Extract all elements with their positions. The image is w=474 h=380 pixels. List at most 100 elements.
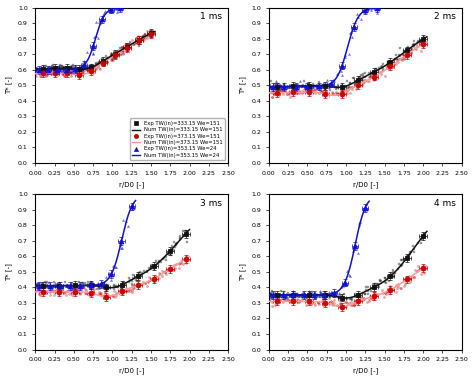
Point: [160, 255, 167, 261]
Point: [416, 40, 423, 46]
Point: [420, 263, 428, 269]
Point: [92, 60, 100, 66]
Point: [311, 90, 319, 97]
Point: [299, 89, 307, 95]
Point: [123, 44, 131, 50]
Point: [118, 280, 126, 287]
Point: [370, 69, 377, 75]
Point: [35, 291, 43, 297]
Point: [119, 48, 127, 54]
Point: [404, 50, 412, 56]
Point: [342, 302, 350, 309]
Point: [383, 280, 390, 286]
Point: [266, 295, 273, 301]
Point: [124, 44, 131, 51]
Point: [268, 290, 276, 296]
Point: [41, 70, 49, 76]
Point: [281, 81, 288, 87]
Point: [292, 90, 300, 96]
Point: [94, 35, 102, 41]
Point: [72, 63, 80, 69]
Point: [409, 242, 417, 249]
Point: [72, 69, 80, 75]
Point: [114, 49, 122, 55]
Point: [283, 298, 291, 304]
Point: [417, 38, 424, 44]
Point: [400, 56, 408, 62]
Point: [371, 281, 379, 287]
Point: [62, 73, 69, 79]
Point: [304, 82, 312, 88]
Point: [339, 90, 347, 96]
Point: [353, 292, 360, 298]
Point: [420, 231, 428, 237]
Point: [323, 81, 330, 87]
Point: [63, 283, 70, 289]
Point: [100, 295, 108, 301]
Point: [341, 299, 348, 305]
Point: [132, 40, 139, 46]
Point: [284, 86, 292, 92]
Y-axis label: T* [-]: T* [-]: [239, 263, 246, 281]
Point: [302, 86, 310, 92]
Point: [405, 275, 413, 281]
Point: [157, 259, 165, 265]
Point: [296, 78, 304, 84]
Point: [78, 66, 85, 72]
Point: [46, 70, 54, 76]
Point: [394, 59, 402, 65]
Point: [334, 91, 342, 97]
Point: [119, 289, 127, 295]
Point: [103, 286, 111, 292]
Point: [356, 219, 364, 225]
Point: [303, 83, 311, 89]
Point: [129, 285, 137, 291]
Point: [35, 66, 42, 72]
Point: [312, 294, 320, 301]
Point: [347, 299, 355, 306]
Point: [315, 84, 322, 90]
Point: [35, 65, 42, 71]
Point: [328, 91, 336, 97]
Point: [137, 281, 144, 287]
Point: [299, 87, 307, 93]
Point: [70, 290, 77, 296]
Point: [391, 56, 399, 62]
Point: [313, 85, 320, 91]
Point: [147, 266, 155, 272]
Point: [280, 297, 287, 303]
Point: [130, 41, 138, 48]
Point: [100, 284, 108, 290]
Point: [396, 285, 403, 291]
Point: [70, 287, 77, 293]
Point: [120, 43, 128, 49]
Point: [171, 265, 179, 271]
Point: [289, 294, 296, 300]
Point: [170, 262, 177, 268]
Text: 4 ms: 4 ms: [434, 199, 456, 208]
Point: [287, 298, 295, 304]
Point: [149, 277, 157, 283]
Point: [112, 291, 119, 298]
Point: [61, 288, 68, 294]
Point: [311, 302, 319, 308]
Point: [182, 253, 190, 259]
Point: [103, 287, 111, 293]
Point: [363, 78, 370, 84]
Point: [352, 80, 359, 86]
Point: [122, 285, 130, 291]
Point: [374, 281, 381, 287]
Point: [283, 295, 290, 301]
Point: [133, 39, 140, 45]
Point: [64, 283, 72, 289]
Point: [66, 69, 73, 75]
Point: [393, 57, 401, 63]
Point: [32, 65, 39, 71]
Point: [389, 267, 396, 273]
Point: [104, 285, 111, 291]
Point: [108, 56, 116, 62]
Point: [268, 299, 276, 305]
Point: [411, 45, 419, 51]
Point: [338, 304, 346, 310]
Point: [162, 268, 170, 274]
